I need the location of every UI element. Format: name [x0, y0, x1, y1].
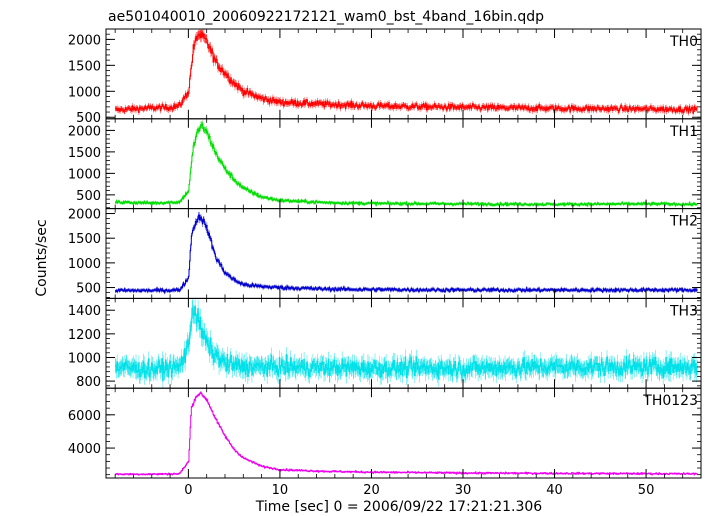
y-tick-label: 1200 — [68, 328, 101, 343]
error-bars-th0 — [115, 29, 698, 116]
chart-title: ae501040010_20060922172121_wam0_bst_4ban… — [108, 9, 544, 25]
x-axis-label: Time [sec] 0 = 2006/09/22 17:21:21.306 — [255, 499, 543, 515]
y-tick-label: 1500 — [68, 232, 101, 247]
panel-label-th0123: TH0123 — [642, 393, 698, 409]
series-th3 — [115, 298, 698, 389]
line-th3 — [115, 306, 698, 382]
panel-th3: 800 1000 1200 1400 TH3 — [68, 297, 702, 390]
y-tick-label: 1000 — [68, 351, 101, 366]
y-tick-label: 2000 — [68, 33, 101, 48]
error-bars-th1 — [115, 120, 698, 208]
panel-label-th1: TH1 — [669, 124, 698, 140]
y-tick-label: 2000 — [68, 124, 101, 139]
series-th0123 — [115, 391, 698, 476]
panel-th0123: 4000 6000 TH0123 — [68, 387, 702, 479]
x-tick-label: 30 — [455, 483, 472, 498]
y-tick-label: 1000 — [68, 257, 101, 272]
y-tick-label: 500 — [76, 111, 101, 126]
panel-th0: 500 1000 1500 2000 TH0 — [68, 28, 702, 126]
panel-label-th0: TH0 — [669, 34, 698, 50]
y-tick-label: 500 — [76, 282, 101, 297]
x-tick-label: 20 — [363, 483, 380, 498]
x-tick-label: 0 — [184, 483, 192, 498]
y-tick-label: 2000 — [68, 208, 101, 223]
y-tick-label: 4000 — [68, 442, 101, 457]
line-th1 — [115, 123, 698, 207]
panel-label-th3: TH3 — [669, 303, 698, 319]
y-tick-label: 1500 — [68, 59, 101, 74]
panel-label-th2: TH2 — [669, 214, 698, 230]
panel-frame — [105, 118, 702, 210]
series-th2 — [115, 211, 698, 295]
line-th0 — [115, 30, 698, 114]
x-tick-label: 50 — [638, 483, 655, 498]
panel-frame — [105, 387, 702, 479]
panel-th1: 500 1000 1500 2000 TH1 — [68, 118, 702, 210]
series-th1 — [115, 120, 698, 208]
line-th0123 — [115, 392, 698, 476]
x-tick-label: 10 — [272, 483, 289, 498]
series-th0 — [115, 29, 698, 116]
y-tick-label: 800 — [76, 375, 101, 390]
y-tick-label: 500 — [76, 189, 101, 204]
y-tick-label: 6000 — [68, 409, 101, 424]
y-axis-label: Counts/sec — [34, 219, 50, 296]
x-tick-label: 40 — [546, 483, 563, 498]
y-tick-label: 1000 — [68, 85, 101, 100]
y-tick-label: 1500 — [68, 146, 101, 161]
y-tick-label: 1000 — [68, 167, 101, 182]
y-tick-label: 1400 — [68, 304, 101, 319]
error-bars-th0123 — [115, 391, 698, 476]
line-th2 — [115, 214, 698, 294]
panel-th2: 500 1000 1500 2000 TH2 — [68, 208, 702, 299]
